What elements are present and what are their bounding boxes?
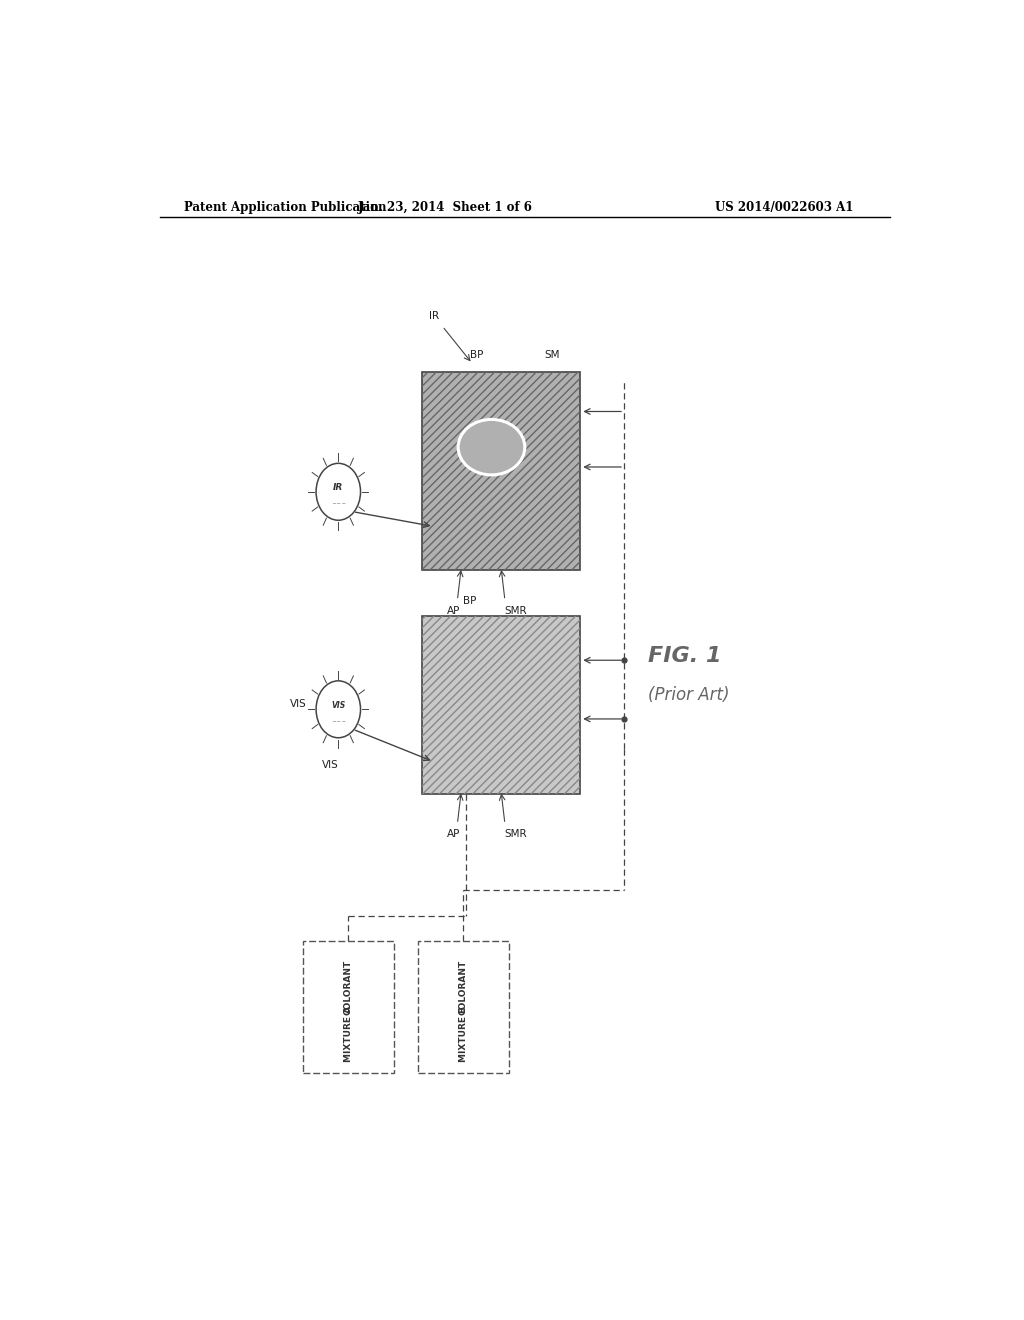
Text: COLORANT: COLORANT [344, 960, 352, 1015]
Text: VIS: VIS [331, 701, 345, 710]
Bar [422, 372, 581, 570]
Text: FIG. 1: FIG. 1 [648, 647, 721, 667]
Text: _ _ _: _ _ _ [332, 499, 345, 503]
Text: SM: SM [544, 350, 559, 359]
Circle shape [316, 463, 360, 520]
Bar [422, 615, 581, 793]
Text: AP: AP [446, 606, 460, 615]
Text: AP: AP [446, 829, 460, 840]
Text: SMR: SMR [504, 829, 526, 840]
Text: COLORANT: COLORANT [459, 960, 468, 1015]
Text: BP: BP [463, 595, 476, 606]
Text: IR: IR [333, 483, 343, 492]
Text: BP: BP [470, 350, 484, 359]
Circle shape [316, 681, 360, 738]
Ellipse shape [458, 420, 525, 475]
Bar [422, 372, 581, 570]
Bar [418, 941, 509, 1073]
Bar [303, 941, 394, 1073]
Text: (Prior Art): (Prior Art) [648, 686, 729, 704]
Text: US 2014/0022603 A1: US 2014/0022603 A1 [715, 201, 854, 214]
Bar [422, 615, 581, 793]
Text: SMR: SMR [504, 606, 526, 615]
Text: IR: IR [429, 312, 439, 321]
Text: MIXTURE A: MIXTURE A [344, 1006, 352, 1061]
Text: Patent Application Publication: Patent Application Publication [183, 201, 386, 214]
Text: MIXTURE B: MIXTURE B [459, 1006, 468, 1061]
Text: VIS: VIS [322, 760, 339, 770]
Text: Jan. 23, 2014  Sheet 1 of 6: Jan. 23, 2014 Sheet 1 of 6 [358, 201, 532, 214]
Text: _ _ _: _ _ _ [332, 715, 345, 721]
Text: VIS: VIS [290, 700, 306, 709]
